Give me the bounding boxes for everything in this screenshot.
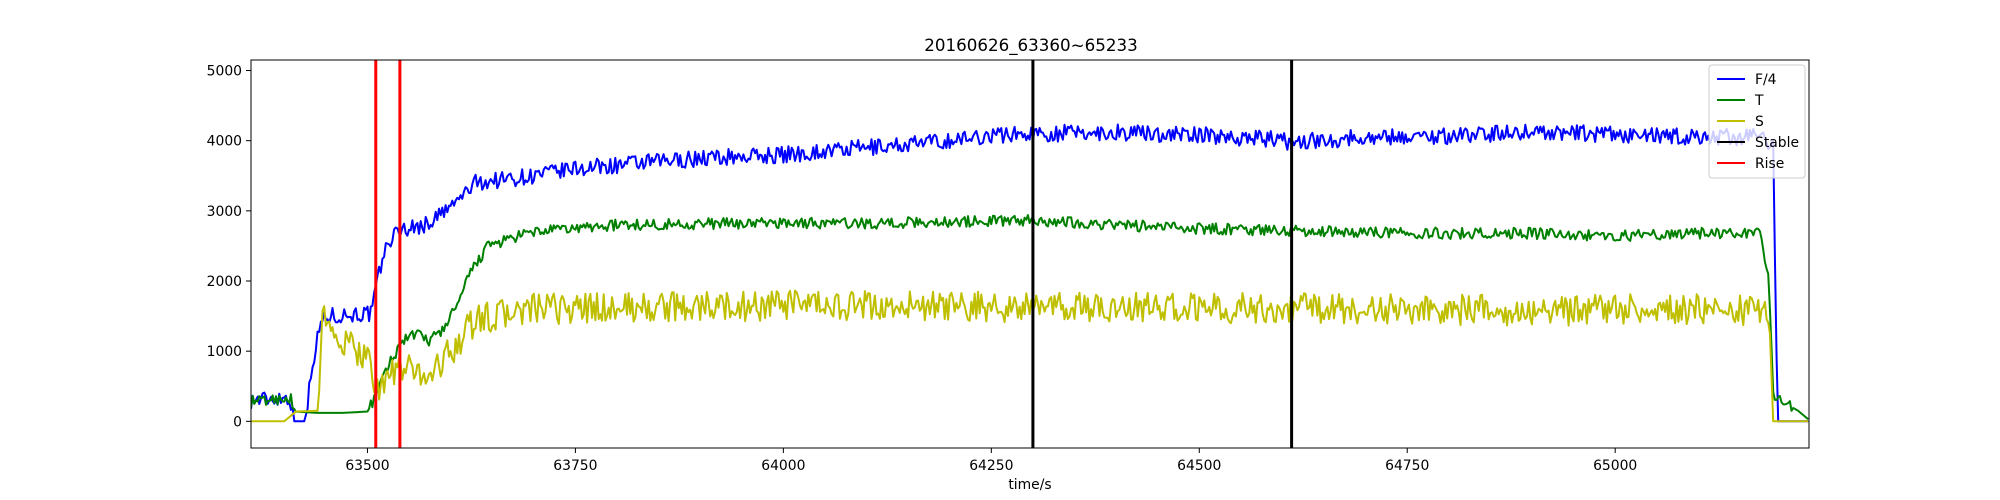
x-tick-label: 63750: [553, 458, 597, 474]
legend-box: [1708, 64, 1806, 179]
x-tick-label: 64250: [969, 458, 1013, 474]
vertical-line-layer: [374, 60, 1294, 448]
y-tick-label: 2000: [207, 274, 242, 290]
series-line-s: [251, 289, 1809, 423]
series-line-f-4: [251, 123, 1809, 423]
y-axis: 0 1000 2000 3000 4000 5000: [207, 64, 251, 430]
chart-title: 20160626_63360~65233: [924, 35, 1137, 56]
y-tick-label: 3000: [207, 204, 242, 220]
x-tick-label: 64750: [1385, 458, 1429, 474]
series-layer: [251, 123, 1809, 423]
x-tick-label: 65000: [1593, 458, 1637, 474]
y-tick-label: 4000: [207, 134, 242, 150]
y-tick-label: 1000: [207, 344, 242, 360]
series-line-t: [251, 214, 1809, 420]
legend-label-rise: Rise: [1755, 156, 1784, 172]
y-tick-label: 0: [233, 414, 242, 430]
x-tick-label: 63500: [345, 458, 389, 474]
x-axis-label: time/s: [1008, 477, 1051, 493]
legend-label-s: S: [1755, 114, 1764, 130]
legend-label-t: T: [1754, 93, 1764, 109]
x-tick-label: 64500: [1177, 458, 1221, 474]
plot-area-frame: [250, 59, 1810, 449]
x-tick-label: 64000: [761, 458, 805, 474]
legend-label-stable: Stable: [1755, 135, 1799, 151]
legend-label-f-4: F/4: [1755, 72, 1777, 88]
x-axis: 63500 63750 64000 64250 64500 64750 65000: [345, 448, 1637, 474]
y-tick-label: 5000: [207, 64, 242, 80]
legend: F/4 TS Stable Rise: [1708, 64, 1806, 179]
